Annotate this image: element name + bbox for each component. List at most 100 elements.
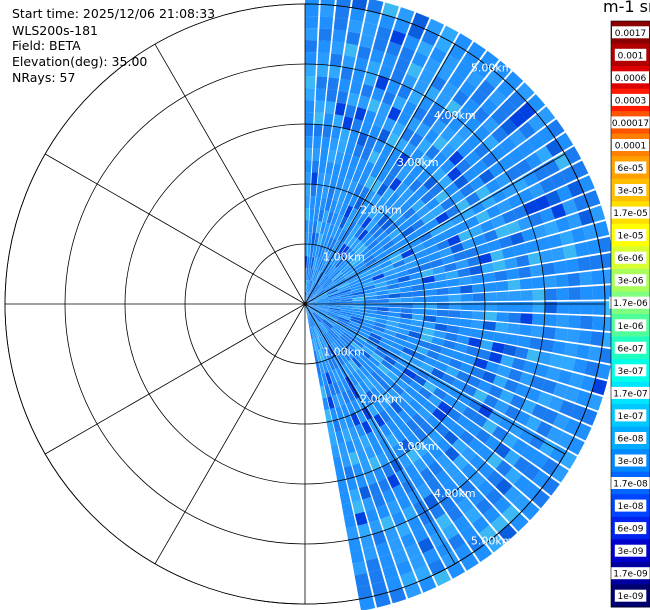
data-gate — [406, 433, 421, 448]
data-gate — [427, 251, 442, 262]
data-gate — [343, 514, 357, 529]
data-gate — [342, 247, 353, 259]
data-gate — [340, 293, 353, 298]
data-gate — [326, 89, 338, 103]
data-gate — [393, 337, 407, 347]
data-gate — [346, 273, 359, 282]
data-gate — [342, 331, 354, 341]
data-gate — [317, 304, 329, 307]
data-gate — [338, 78, 351, 93]
data-gate — [490, 249, 504, 262]
data-gate — [337, 243, 347, 256]
data-gate — [305, 300, 317, 304]
data-gate — [419, 467, 435, 483]
data-gate — [444, 446, 460, 462]
data-gate — [332, 163, 342, 177]
range-ring-label: 3.00km — [397, 440, 439, 453]
data-gate — [413, 427, 428, 442]
data-gate — [375, 75, 390, 91]
data-gate — [492, 425, 508, 442]
data-gate — [547, 233, 563, 249]
data-gate — [430, 258, 444, 269]
data-gate — [335, 430, 345, 445]
data-gate — [429, 503, 446, 520]
data-gate — [422, 237, 436, 249]
data-gate — [448, 150, 464, 166]
data-gate — [426, 476, 442, 493]
data-gate — [390, 68, 406, 84]
data-gate — [387, 316, 400, 323]
data-gate — [542, 408, 559, 425]
data-gate — [459, 183, 475, 198]
data-gate — [323, 333, 332, 345]
data-gate — [354, 511, 368, 526]
data-gate — [370, 386, 382, 400]
data-gate — [342, 428, 352, 443]
data-gate — [327, 266, 337, 277]
data-gate — [395, 182, 409, 196]
data-gate — [359, 348, 371, 359]
data-gate — [435, 513, 453, 530]
data-gate — [521, 228, 536, 242]
data-gate — [491, 342, 505, 354]
azimuth-spoke-300 — [44, 153, 306, 305]
data-gate — [385, 433, 399, 448]
colorbar-label-bg — [609, 567, 650, 580]
data-gate — [312, 284, 320, 295]
data-gate — [320, 335, 328, 348]
data-gate — [578, 209, 594, 226]
data-gate — [375, 285, 388, 292]
data-gate — [424, 128, 440, 145]
data-gate — [428, 102, 445, 119]
data-gate — [336, 0, 351, 8]
data-gate — [320, 234, 327, 247]
data-gate — [324, 409, 332, 422]
data-gate — [341, 350, 352, 362]
data-gate — [333, 17, 348, 32]
data-gate — [361, 420, 373, 435]
data-gate — [400, 313, 413, 320]
data-gate — [396, 356, 410, 368]
data-gate — [423, 400, 437, 414]
data-gate — [409, 380, 423, 393]
data-gate — [404, 463, 419, 479]
data-gate — [400, 248, 414, 259]
data-gate — [454, 543, 473, 561]
data-gate — [412, 308, 425, 315]
data-gate — [314, 311, 324, 320]
data-gate — [322, 279, 333, 289]
data-gate — [461, 51, 479, 70]
data-gate — [435, 469, 451, 486]
data-gate — [501, 246, 516, 259]
data-gate — [456, 414, 472, 430]
data-gate — [389, 29, 406, 46]
data-gate — [342, 363, 352, 376]
data-gate — [332, 342, 341, 354]
data-gate — [324, 198, 333, 212]
data-gate — [376, 214, 389, 227]
data-gate — [358, 270, 371, 279]
data-gate — [310, 268, 314, 281]
data-gate — [361, 345, 374, 356]
data-gate — [315, 338, 321, 351]
colorbar-label-bg — [614, 522, 647, 535]
data-gate — [537, 391, 553, 407]
data-gate — [481, 194, 497, 210]
data-gate — [305, 304, 315, 312]
data-gate — [335, 176, 345, 190]
data-gate — [305, 295, 314, 304]
data-gate — [354, 226, 365, 239]
data-gate — [334, 275, 345, 284]
data-gate — [396, 167, 410, 182]
data-gate — [305, 292, 310, 304]
data-gate — [447, 234, 461, 247]
data-gate — [340, 245, 350, 257]
data-gate — [317, 246, 324, 259]
data-gate — [366, 374, 379, 387]
data-gate — [550, 203, 567, 219]
data-gate — [411, 412, 426, 427]
data-gate — [488, 351, 503, 364]
data-gate — [342, 55, 356, 69]
data-gate — [523, 360, 538, 375]
data-gate — [437, 354, 452, 365]
